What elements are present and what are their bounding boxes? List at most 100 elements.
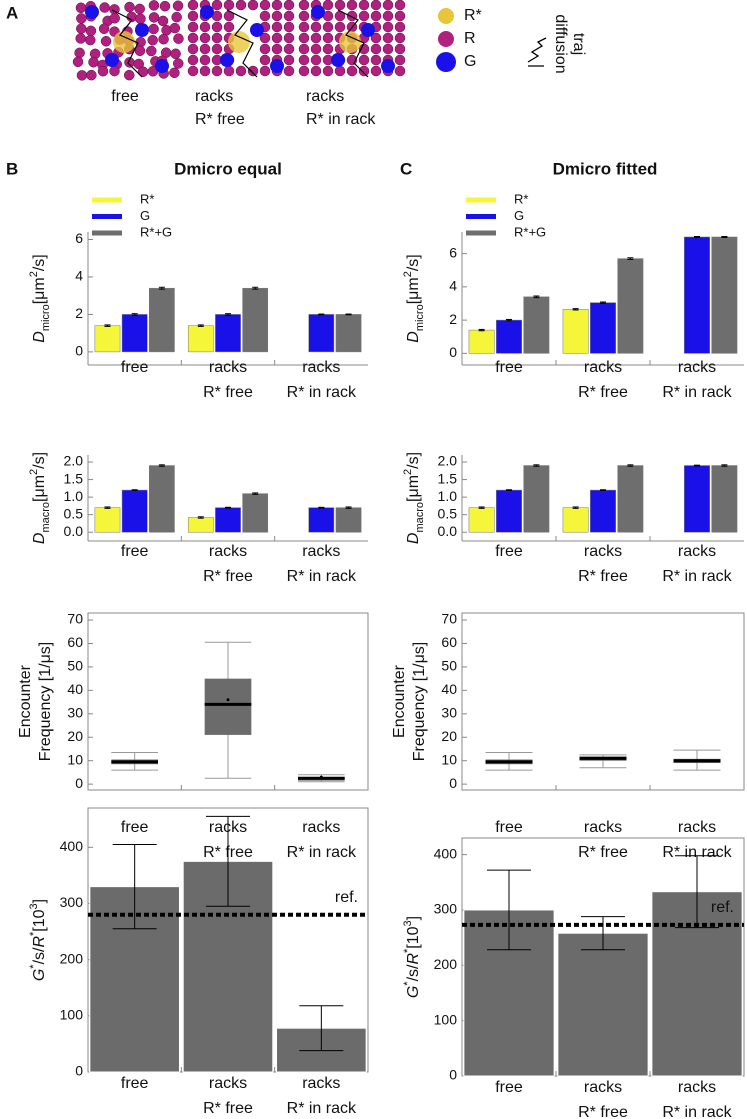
particle: [199, 32, 211, 44]
y-tick-label: 0.0: [438, 523, 458, 539]
x-tick-label: free: [121, 359, 149, 376]
particle: [159, 0, 171, 12]
y-tick-label: 10: [441, 751, 457, 767]
y-tick-label: 200: [60, 950, 84, 966]
error-bar: [533, 295, 540, 299]
error-bar: [600, 489, 606, 491]
particle: [370, 43, 382, 55]
error-bar: [478, 328, 485, 332]
label-part: /s/: [31, 947, 48, 964]
bar: [335, 507, 362, 533]
label-part: [μm: [405, 475, 422, 502]
x-tick-label: R* in rack: [287, 568, 357, 585]
particle: [322, 65, 334, 77]
particle: [134, 3, 145, 15]
y-tick-label: 300: [434, 901, 458, 917]
x-tick-label: R* in rack: [662, 568, 732, 585]
bar: [308, 314, 335, 353]
particle: [169, 67, 180, 79]
particle: [283, 54, 295, 66]
x-tick-label: R* in rack: [662, 384, 732, 401]
x-tick-label: racks: [209, 359, 247, 376]
y-tick-label: 4: [75, 268, 83, 284]
particle: [187, 43, 199, 55]
particle: [322, 21, 334, 33]
x-tick-label: racks: [209, 1075, 247, 1092]
bar: [523, 296, 550, 354]
particle: [223, 0, 235, 11]
x-tick-label: R* free: [203, 568, 253, 585]
particle: [99, 2, 110, 13]
legend-label: R*: [464, 7, 482, 24]
particle: [85, 5, 99, 19]
x-tick-label: R* free: [578, 1104, 628, 1119]
label-part: ]: [405, 916, 422, 920]
particle: [270, 59, 284, 73]
y-tick-label: 0: [449, 1067, 457, 1083]
particle: [358, 54, 370, 66]
particle: [211, 21, 223, 33]
particle: [72, 56, 84, 68]
x-tick-label: racks: [584, 543, 622, 560]
particle: [169, 22, 181, 34]
y-tick-label: 200: [434, 956, 458, 972]
panel-title: Dmicro fitted: [553, 159, 658, 178]
particle: [135, 13, 146, 25]
error-bar: [131, 313, 138, 316]
y-tick-label: 0: [449, 775, 457, 791]
error-bar: [252, 286, 259, 290]
y-tick-label: 30: [441, 705, 457, 721]
y-tick-label: 1.5: [64, 470, 84, 486]
particle: [199, 54, 211, 66]
legend-label: G: [140, 208, 150, 223]
particle: [113, 31, 135, 53]
mean: [507, 760, 511, 764]
y-tick-label: 6: [75, 230, 83, 246]
y-axis-label: Dmicro[μm2/s]: [28, 254, 52, 342]
particle: [148, 12, 160, 23]
y-axis-label: G*/s/R*[103]: [402, 916, 422, 998]
label-part: *: [28, 931, 40, 936]
x-tick-label: free: [121, 1075, 149, 1092]
particle: [98, 23, 110, 35]
label-part: *: [402, 981, 414, 986]
error-bar: [345, 506, 352, 509]
particle: [147, 34, 158, 46]
label-part: *: [28, 964, 40, 969]
particle: [187, 65, 199, 77]
particle: [259, 54, 271, 66]
particle: [148, 23, 159, 35]
trajectory: [226, 9, 258, 78]
particle: [271, 0, 283, 11]
error-bar: [318, 313, 325, 316]
y-tick-label: 50: [67, 658, 83, 674]
bar: [242, 493, 269, 533]
x-tick-label: R* in rack: [287, 844, 357, 861]
particle: [158, 33, 169, 45]
error-bar: [158, 464, 165, 467]
y-tick-label: 60: [67, 634, 83, 650]
particle: [109, 65, 120, 77]
illustration: [187, 0, 295, 78]
bar: [684, 465, 710, 533]
y-tick-label: 60: [441, 634, 457, 650]
bar: [149, 287, 175, 353]
y-tick-label: 0: [449, 344, 457, 360]
bar: [617, 465, 644, 533]
particle: [382, 43, 394, 55]
particle: [124, 1, 135, 13]
legend-label: diffusion: [552, 14, 569, 73]
y-tick-label: 70: [67, 611, 83, 627]
trajectory-icon: [527, 37, 547, 67]
x-tick-label: free: [495, 359, 523, 376]
particle: [97, 65, 109, 77]
trajectory: [337, 9, 369, 78]
x-tick-label: racks: [678, 1079, 716, 1096]
error-bar: [131, 489, 138, 491]
y-axis-label: Dmacro[μm2/s]: [28, 452, 52, 544]
particle: [187, 32, 199, 44]
particle: [382, 32, 394, 44]
particle: [76, 13, 87, 24]
label-part: 3: [28, 903, 40, 909]
